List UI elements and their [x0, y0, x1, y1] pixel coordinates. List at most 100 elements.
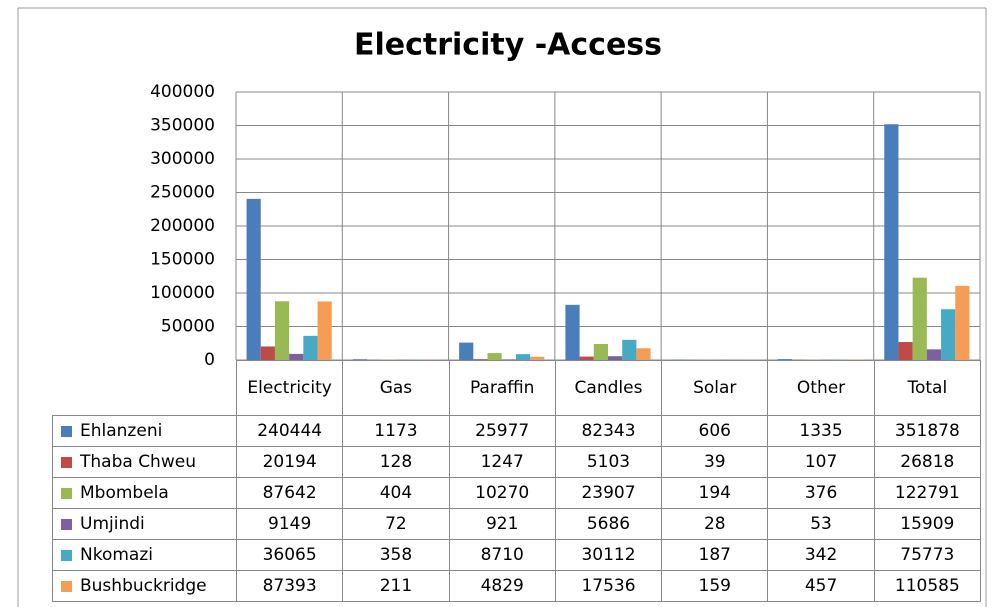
data-table: Electricity Gas Paraffin Candles Solar Other T…	[52, 360, 981, 602]
legend-label: Mbombela	[80, 483, 169, 503]
y-tick-label: 100000	[150, 283, 215, 303]
table-cell: 122791	[873, 477, 981, 509]
table-row: Thaba Chweu 20194 128 1247 5103 39 107 26818	[52, 446, 981, 478]
x-tick-label: Solar	[693, 378, 737, 398]
y-tick-label: 200000	[150, 216, 215, 236]
bar	[289, 353, 304, 360]
x-tick-label: Paraffin	[469, 378, 535, 398]
table-cell: 53	[767, 508, 875, 540]
table-cell: 240444	[235, 415, 344, 447]
table-cell: 5103	[554, 446, 663, 478]
table-header-cell: Gas	[342, 360, 450, 416]
table-cell: 4829	[448, 570, 556, 602]
bar	[579, 356, 594, 360]
bar	[884, 124, 899, 361]
y-tick-label: 250000	[150, 183, 215, 203]
chart-title: Electricity -Access	[354, 28, 662, 63]
legend-cell: Bushbuckridge	[52, 570, 237, 602]
legend-swatch	[61, 425, 72, 437]
y-tick-label: 350000	[150, 116, 215, 136]
table-cell: 606	[661, 415, 769, 447]
table-cell: 1247	[448, 446, 556, 478]
table-row: Umjindi 9149 72 921 5686 28 53 15909	[52, 508, 981, 540]
legend-cell: Nkomazi	[52, 539, 237, 571]
bar	[530, 356, 545, 360]
table-header-cell: Paraffin	[448, 360, 556, 416]
table-cell: 26818	[873, 446, 981, 478]
bar	[487, 353, 502, 360]
legend-label: Thaba Chweu	[80, 452, 196, 472]
bar	[608, 356, 623, 360]
bar	[622, 339, 637, 360]
x-tick-label: Gas	[379, 378, 413, 398]
x-tick-label: Electricity	[247, 378, 332, 398]
bar	[593, 343, 608, 360]
table-cell: 39	[661, 446, 769, 478]
table-cell: 187	[661, 539, 769, 571]
bar	[459, 342, 474, 360]
legend-label: Nkomazi	[80, 545, 153, 565]
table-cell: 20194	[235, 446, 344, 478]
table-cell: 457	[767, 570, 875, 602]
table-header-cell: Total	[873, 360, 981, 416]
table-cell: 23907	[554, 477, 663, 509]
table-row: Mbombela 87642 404 10270 23907 194 376 122791	[52, 477, 981, 509]
bar	[636, 348, 651, 360]
table-cell: 8710	[448, 539, 556, 571]
table-cell: 211	[342, 570, 450, 602]
table-cell: 128	[342, 446, 450, 478]
bar	[515, 354, 531, 360]
table-cell: 1173	[342, 415, 450, 447]
table-cell: 5686	[554, 508, 663, 540]
bar	[317, 301, 332, 360]
table-header-cell: Electricity	[235, 360, 344, 416]
legend-swatch	[61, 549, 72, 561]
bar	[473, 359, 488, 360]
legend-cell: Mbombela	[52, 477, 237, 509]
blank-cell	[53, 361, 237, 416]
table-cell: 404	[342, 477, 450, 509]
table-cell: 28	[661, 508, 769, 540]
legend-cell: Thaba Chweu	[52, 446, 237, 478]
table-header-cell: Candles	[554, 360, 663, 416]
table-cell: 87393	[235, 570, 344, 602]
table-row: Bushbuckridge 87393 211 4829 17536 159 457 1105…	[52, 570, 981, 602]
bar	[260, 346, 275, 360]
bar	[352, 359, 368, 360]
bar	[274, 301, 290, 360]
bar	[955, 285, 970, 360]
legend-swatch	[61, 487, 72, 499]
table-cell: 9149	[235, 508, 344, 540]
x-tick-label: Total	[907, 378, 948, 398]
legend-swatch	[61, 518, 72, 530]
table-cell: 15909	[873, 508, 981, 540]
table-cell: 10270	[448, 477, 556, 509]
table-cell: 36065	[235, 539, 344, 571]
y-tick-label: 50000	[161, 317, 215, 337]
table-row: Ehlanzeni 240444 1173 25977 82343 606 1335 3518…	[52, 415, 981, 447]
table-cell: 82343	[554, 415, 663, 447]
bar	[898, 342, 913, 360]
table-cell: 342	[767, 539, 875, 571]
legend-label: Bushbuckridge	[80, 576, 207, 596]
table-cell: 110585	[873, 570, 981, 602]
table-header-cell: Solar	[661, 360, 769, 416]
table-cell: 87642	[235, 477, 344, 509]
bar	[941, 309, 956, 360]
legend-label: Umjindi	[80, 514, 145, 534]
bar	[912, 277, 927, 360]
table-cell: 159	[661, 570, 769, 602]
x-tick-label: Other	[796, 378, 846, 398]
bar	[926, 349, 942, 360]
table-cell: 351878	[873, 415, 981, 447]
bar	[501, 359, 516, 360]
y-tick-label: 300000	[150, 149, 215, 169]
bar	[303, 335, 318, 360]
table-cell: 17536	[554, 570, 663, 602]
table-cell: 72	[342, 508, 450, 540]
bar	[565, 304, 580, 360]
table-cell: 30112	[554, 539, 663, 571]
table-cell: 75773	[873, 539, 981, 571]
bar	[246, 198, 261, 360]
